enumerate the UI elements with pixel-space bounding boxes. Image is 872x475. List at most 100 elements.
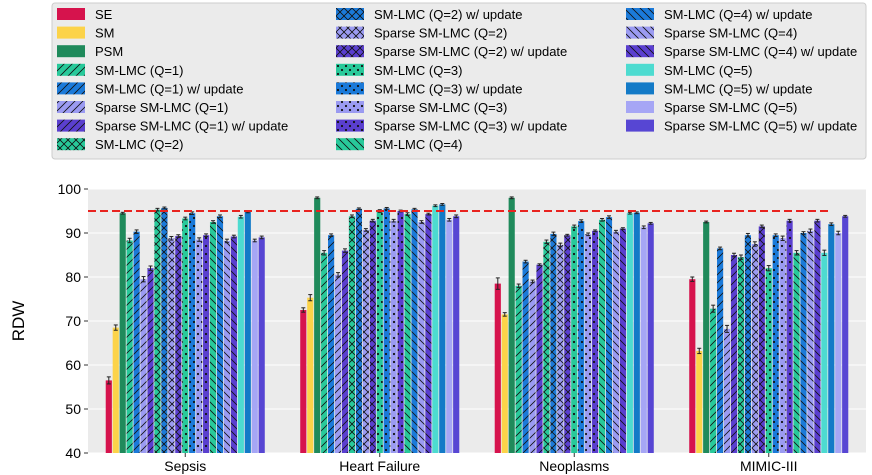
error-bar [836,230,841,236]
y-tick-label: 100 [58,181,82,197]
error-bar [773,233,778,238]
legend-label: SE [95,7,113,22]
legend-item: Sparse SM-LMC (Q=4) [626,26,797,41]
error-bar [586,232,591,237]
error-bar [794,250,799,256]
error-bar [718,246,723,251]
bar [592,230,599,453]
bar [251,240,258,453]
legend-label: SM [95,26,115,41]
legend-item: SE [57,7,113,22]
legend: SE SM PSM SM-LMC (Q=1) SM-LMC (Q=1) w/ updat… [57,7,857,152]
error-bar [356,207,361,211]
bar [536,264,543,453]
bar [203,235,210,453]
legend-label: SM-LMC (Q=1) [95,63,183,78]
bar [126,240,133,453]
bar [432,205,439,453]
bar [216,216,224,453]
error-bar [530,279,535,284]
error-bar [419,220,424,224]
bar [744,235,751,453]
legend-swatch [57,82,85,95]
bar [522,261,529,453]
bar [196,239,203,453]
legend-label: Sparse SM-LMC (Q=3) w/ update [374,119,567,134]
bar [362,229,369,453]
bar [348,216,356,453]
legend-item: PSM [57,44,123,59]
x-tick-label: Heart Failure [339,458,420,474]
error-bar [454,214,459,219]
bar [703,222,710,453]
legend-label: Sparse SM-LMC (Q=2) [374,26,507,41]
x-tick-label: Neoplasms [539,458,609,474]
bar [334,274,342,453]
bar [182,218,189,453]
legend-item: SM-LMC (Q=2) w/ update [336,7,522,22]
bar [508,197,515,453]
bar [557,244,564,453]
error-bar [738,254,743,260]
legend-label: SM-LMC (Q=4) w/ update [664,7,812,22]
bar [244,211,251,453]
legend-box [51,2,867,160]
bar [765,268,772,453]
legend-swatch [626,101,654,113]
error-bar [308,294,313,302]
bar [105,380,112,453]
bar [598,219,606,453]
error-bar [704,220,709,224]
legend-item: SM [57,26,115,41]
error-bar [169,236,174,241]
bar [328,235,335,453]
bar [772,235,779,453]
bar [154,209,161,453]
legend-label: Sparse SM-LMC (Q=4) [664,26,797,41]
legend-label: SM-LMC (Q=2) [95,137,183,152]
bar [237,216,244,453]
legend-label: SM-LMC (Q=2) w/ update [374,7,522,22]
bar [730,255,738,453]
bar [612,231,620,453]
legend-item: Sparse SM-LMC (Q=2) [336,26,507,41]
error-bar [155,207,160,212]
legend-swatch [57,63,85,76]
bar [446,219,453,453]
legend-label: Sparse SM-LMC (Q=4) w/ update [664,44,857,59]
bars [105,196,849,453]
bar [710,308,717,453]
x-axis: Sepsis Heart Failure Neoplasms MIMIC-III [164,453,798,474]
error-bar [829,222,834,227]
error-bar [641,225,646,230]
bar [737,257,745,453]
bar [119,213,126,453]
legend-item: SM-LMC (Q=1) w/ update [57,81,243,96]
bar [786,220,793,453]
error-bar [447,217,452,222]
bar [321,252,328,453]
bar [418,222,425,453]
error-bar [822,249,827,256]
error-bar [127,237,132,244]
legend-label: SM-LMC (Q=5) w/ update [664,81,812,96]
error-bar [384,206,389,210]
bar [605,217,613,453]
error-bar [148,265,153,271]
error-bar [218,214,222,219]
legend-item: Sparse SM-LMC (Q=3) [336,100,507,115]
y-tick-label: 90 [65,225,81,241]
bar [453,216,460,453]
error-bar [544,239,549,245]
legend-swatch [336,8,364,20]
bar [314,197,321,453]
legend-item: Sparse SM-LMC (Q=3) w/ update [336,119,567,134]
y-tick-label: 80 [65,269,81,285]
bar [835,233,842,453]
error-bar [329,233,334,238]
legend-swatch [336,119,364,132]
error-bar [759,224,764,229]
legend-swatch [336,26,364,39]
bar [147,268,154,453]
